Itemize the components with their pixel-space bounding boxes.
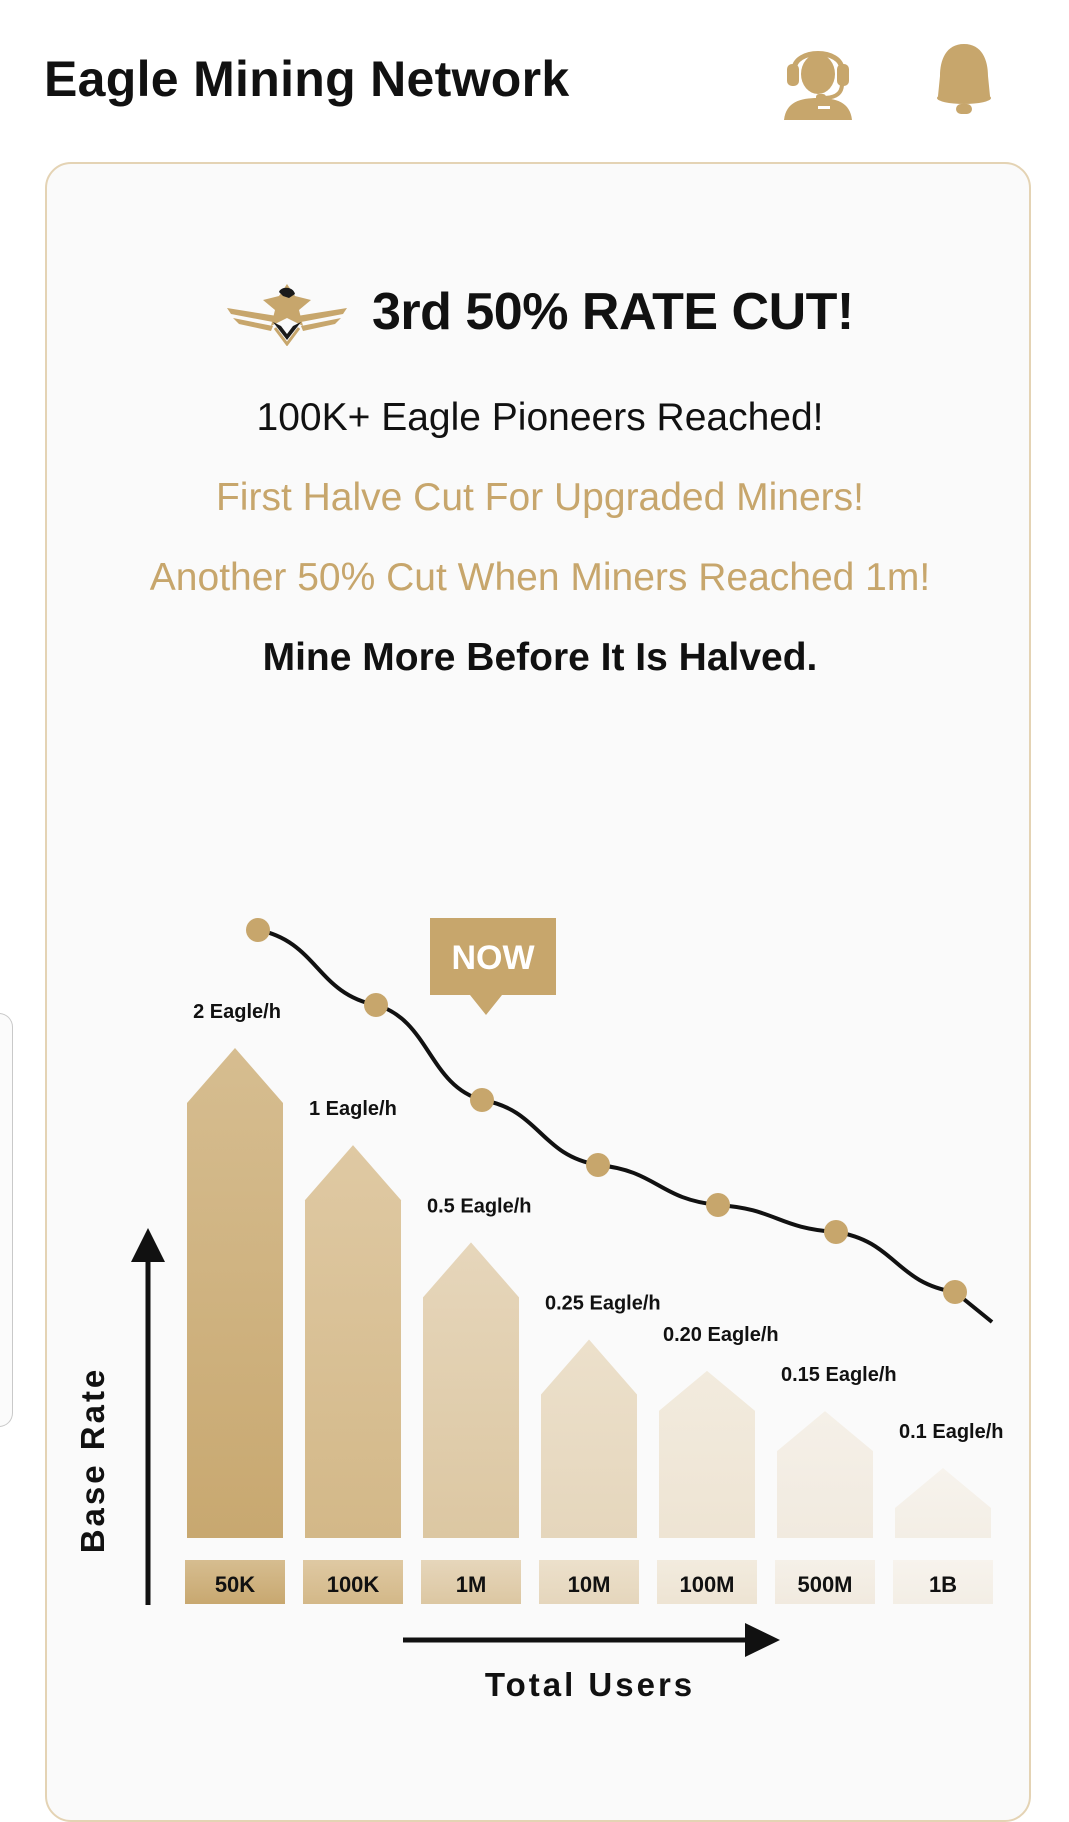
call-to-action-message: Mine More Before It Is Halved.	[262, 636, 818, 679]
headline: 3rd 50% RATE CUT!	[372, 283, 854, 341]
first-cut-message: First Halve Cut For Upgraded Miners!	[215, 476, 865, 519]
headline-row: 3rd 50% RATE CUT!	[0, 276, 1069, 356]
notification-button[interactable]	[928, 36, 1000, 120]
app-title: Eagle Mining Network	[44, 51, 570, 107]
pioneers-message: 100K+ Eagle Pioneers Reached!	[256, 396, 824, 439]
support-button[interactable]	[782, 36, 854, 120]
next-cut-message: Another 50% Cut When Miners Reached 1m!	[149, 556, 931, 599]
eagle-logo-icon	[227, 284, 347, 346]
bell-icon	[937, 44, 991, 114]
app-header: Eagle Mining Network	[0, 0, 1069, 160]
side-drawer-handle[interactable]	[0, 1013, 13, 1427]
headset-support-icon	[784, 51, 852, 120]
